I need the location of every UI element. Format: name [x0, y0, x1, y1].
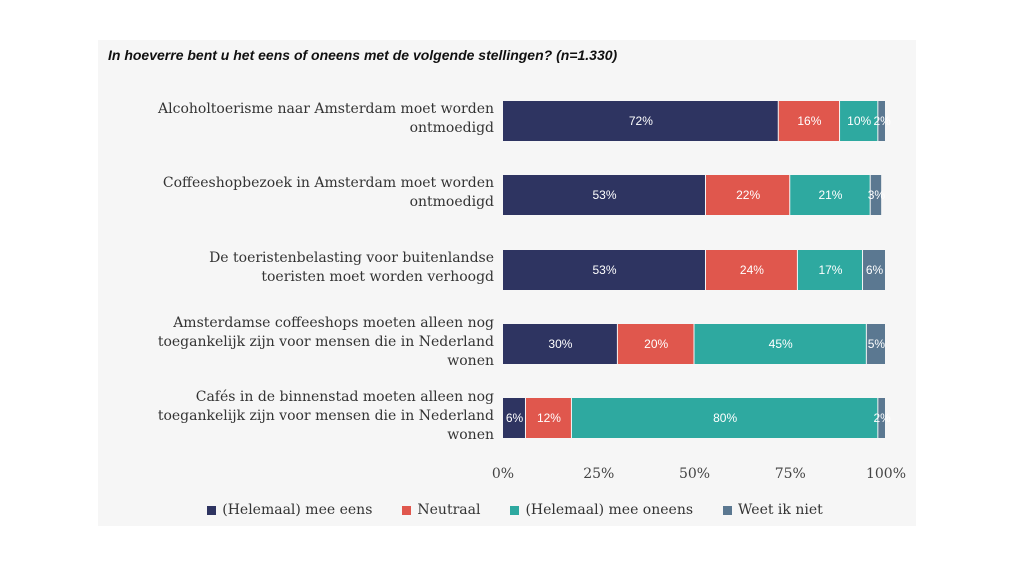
- data-label: 2%: [873, 114, 891, 128]
- legend-label: Weet ik niet: [738, 502, 823, 518]
- category-label-line: wonen: [447, 352, 494, 369]
- bar-segment: [503, 324, 617, 364]
- bar-segment: [840, 101, 878, 141]
- bar-segment: [863, 250, 885, 290]
- legend-swatch: [723, 505, 733, 515]
- x-tick-label: 100%: [866, 466, 906, 482]
- bar-segment: [503, 250, 705, 290]
- bar-segment: [525, 398, 571, 438]
- data-label: 45%: [769, 337, 793, 351]
- bar-segment: [797, 250, 863, 290]
- category-label: Amsterdamse coffeeshops moeten alleen no…: [114, 314, 494, 371]
- legend-label: (Helemaal) mee oneens: [525, 502, 694, 518]
- legend-swatch: [402, 505, 412, 515]
- category-label: De toeristenbelasting voor buitenlandse t…: [114, 249, 494, 287]
- legend-item: Weet ik niet: [723, 502, 823, 518]
- category-label-line: Amsterdamse coffeeshops moeten alleen no…: [173, 314, 494, 331]
- category-label-line: toeristen moet worden verhoogd: [261, 269, 494, 285]
- bar-segment: [870, 175, 882, 215]
- legend-swatch: [510, 505, 520, 515]
- x-tick-label: 50%: [679, 466, 710, 482]
- data-label: 20%: [644, 337, 668, 351]
- data-label: 80%: [713, 411, 737, 425]
- bar-segment: [503, 101, 778, 141]
- category-label-line: toegankelijk zijn voor mensen die in Ned…: [157, 333, 494, 350]
- data-label: 24%: [740, 263, 764, 277]
- data-label: 6%: [506, 411, 524, 425]
- data-label: 17%: [818, 263, 842, 277]
- category-label-line: De toeristenbelasting voor buitenlandse: [209, 250, 494, 266]
- category-label-line: Cafés in de binnenstad moeten alleen nog: [195, 388, 494, 405]
- x-tick-label: 0%: [492, 466, 514, 482]
- data-label: 16%: [797, 114, 821, 128]
- data-label: 10%: [847, 114, 871, 128]
- bar-segment: [705, 250, 797, 290]
- category-label-line: ontmoedigd: [409, 194, 494, 210]
- data-label: 72%: [629, 114, 653, 128]
- data-label: 53%: [592, 263, 616, 277]
- category-label-line: Coffeeshopbezoek in Amsterdam moet worde…: [162, 175, 494, 191]
- chart-title: In hoeverre bent u het eens of oneens me…: [108, 47, 618, 63]
- data-label: 6%: [866, 263, 884, 277]
- data-label: 5%: [868, 337, 886, 351]
- legend-item: Neutraal: [402, 502, 480, 518]
- data-label: 21%: [818, 188, 842, 202]
- data-label: 30%: [548, 337, 572, 351]
- bar-segment: [790, 175, 870, 215]
- bar-segment: [503, 175, 705, 215]
- category-label: Alcoholtoerisme naar Amsterdam moet word…: [114, 100, 494, 138]
- bar-segment: [878, 101, 885, 141]
- category-label-line: ontmoedigd: [409, 120, 494, 136]
- data-label: 22%: [736, 188, 760, 202]
- bar-segment: [878, 398, 885, 438]
- data-label: 3%: [868, 188, 886, 202]
- x-tick-label: 25%: [583, 466, 614, 482]
- bar-segment: [866, 324, 885, 364]
- legend-label: Neutraal: [417, 502, 481, 518]
- bar-segment: [694, 324, 866, 364]
- legend-item: (Helemaal) mee eens: [207, 502, 372, 518]
- data-label: 2%: [873, 411, 891, 425]
- legend-label: (Helemaal) mee eens: [222, 502, 373, 518]
- bar-segment: [571, 398, 878, 438]
- category-label-line: wonen: [447, 426, 494, 443]
- legend-swatch: [207, 505, 217, 515]
- legend-item: (Helemaal) mee oneens: [510, 502, 693, 518]
- bar-segment: [778, 101, 840, 141]
- bar-segment: [705, 175, 790, 215]
- category-label: Cafés in de binnenstad moeten alleen nog…: [114, 388, 494, 445]
- bar-segment: [617, 324, 694, 364]
- x-tick-label: 75%: [775, 466, 806, 482]
- data-label: 53%: [592, 188, 616, 202]
- legend: (Helemaal) mee eens Neutraal (Helemaal) me…: [0, 500, 1030, 520]
- data-label: 12%: [537, 411, 561, 425]
- category-label-line: toegankelijk zijn voor mensen die in Ned…: [157, 407, 494, 424]
- category-label: Coffeeshopbezoek in Amsterdam moet worde…: [114, 174, 494, 212]
- bar-segment: [503, 398, 525, 438]
- category-label-line: Alcoholtoerisme naar Amsterdam moet word…: [158, 101, 494, 117]
